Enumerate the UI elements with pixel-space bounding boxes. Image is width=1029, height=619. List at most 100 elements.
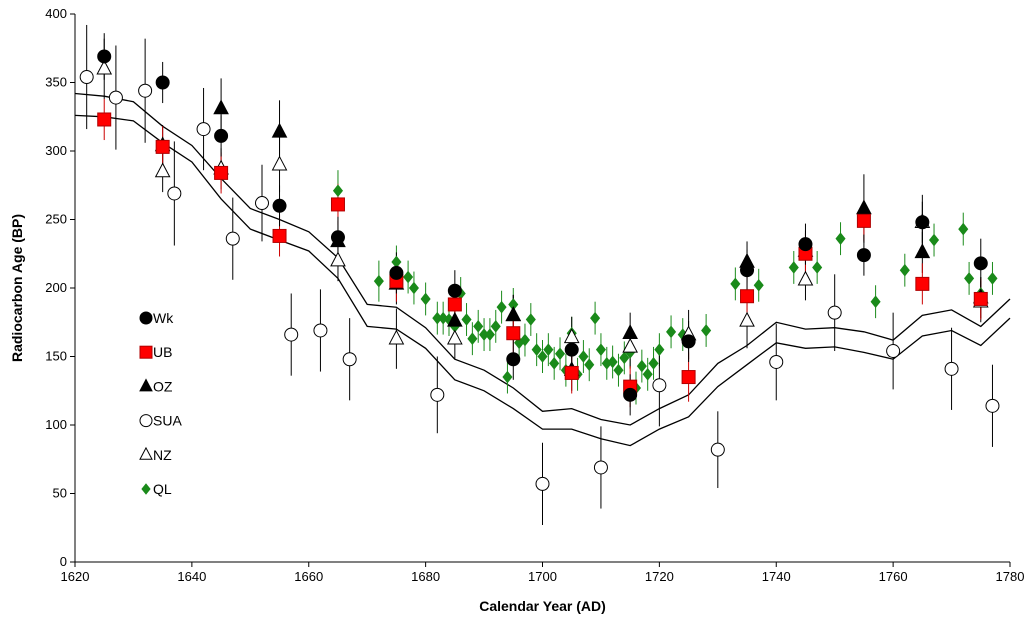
y-tick-label: 400	[45, 6, 67, 21]
y-tick-label: 300	[45, 143, 67, 158]
data-point-oz	[856, 199, 872, 215]
data-point-ql	[964, 272, 975, 285]
data-point-ql	[549, 357, 560, 370]
data-point-ql	[467, 332, 478, 345]
data-point-ub	[681, 370, 696, 385]
data-point-ub	[97, 112, 112, 127]
data-point-ql	[373, 274, 384, 288]
data-point-wk	[973, 256, 988, 271]
data-point-sua	[255, 196, 269, 211]
legend-marker-ub	[139, 345, 153, 359]
data-point-ql	[899, 263, 910, 277]
data-points	[79, 49, 1000, 491]
data-point-wk	[389, 265, 404, 280]
data-point-ub	[973, 291, 988, 306]
x-tick-label: 1700	[528, 569, 557, 584]
data-point-nz	[739, 311, 755, 327]
data-point-oz	[622, 324, 638, 339]
y-tick-label: 100	[45, 417, 67, 432]
x-axis-title: Calendar Year (AD)	[479, 598, 606, 614]
data-point-ql	[554, 347, 566, 361]
legend-label-oz: OZ	[153, 378, 173, 394]
data-point-sua	[196, 122, 211, 137]
data-point-sua	[769, 354, 784, 369]
data-point-ub	[272, 228, 287, 243]
data-point-sua	[430, 387, 445, 402]
x-tick-label: 1640	[177, 569, 206, 584]
data-point-ql	[666, 325, 677, 339]
data-point-sua	[985, 398, 1000, 413]
data-point-nz	[797, 270, 814, 286]
data-point-ub	[740, 289, 755, 304]
legend-marker-nz	[139, 446, 153, 460]
data-point-sua	[225, 231, 240, 246]
data-point-sua	[827, 305, 842, 320]
x-tick-label: 1760	[879, 569, 908, 584]
data-point-oz	[213, 99, 229, 115]
y-tick-label: 50	[53, 486, 67, 501]
data-point-ql	[870, 295, 881, 309]
data-point-ql	[420, 292, 431, 306]
data-point-nz	[96, 59, 113, 75]
data-point-ub	[564, 365, 579, 380]
data-point-ql	[490, 320, 501, 333]
data-point-ql	[613, 363, 624, 377]
x-tick-label: 1780	[996, 569, 1025, 584]
data-point-sua	[79, 70, 94, 85]
data-point-sua	[313, 323, 328, 338]
x-tick-label: 1660	[294, 569, 323, 584]
data-point-ql	[730, 277, 741, 291]
data-point-ql	[835, 232, 846, 245]
data-point-nz	[563, 328, 580, 344]
calibration-curve	[74, 92, 1011, 447]
data-point-ub	[447, 297, 462, 312]
data-point-wk	[623, 387, 638, 402]
data-point-ub	[915, 276, 930, 291]
data-point-ql	[537, 350, 548, 363]
data-point-ql	[578, 350, 589, 363]
data-point-ql	[502, 370, 513, 384]
data-point-ql	[391, 255, 402, 269]
data-point-ql	[619, 351, 630, 365]
data-point-ql	[461, 313, 472, 326]
data-point-sua	[886, 344, 901, 359]
data-point-wk	[856, 248, 871, 263]
data-point-wk	[740, 263, 755, 278]
data-point-sua	[710, 442, 725, 457]
data-point-nz	[330, 251, 346, 267]
data-point-nz	[271, 155, 288, 171]
data-point-ql	[812, 261, 823, 274]
legend-label-wk: Wk	[153, 310, 174, 326]
data-point-ub	[155, 139, 170, 154]
data-point-wk	[330, 230, 345, 245]
data-point-sua	[108, 90, 123, 105]
data-point-ub	[214, 165, 229, 180]
data-point-ql	[403, 270, 414, 284]
data-point-nz	[388, 329, 405, 345]
data-point-ql	[531, 343, 542, 356]
data-point-oz	[271, 122, 288, 138]
calibration-curve-lower	[74, 114, 1011, 447]
data-point-ql	[636, 359, 647, 373]
data-point-oz	[914, 243, 931, 259]
data-point-ql	[648, 357, 659, 370]
data-point-ql	[543, 343, 554, 356]
data-point-ub	[506, 326, 521, 341]
data-point-wk	[681, 334, 696, 349]
legend-label-nz: NZ	[153, 447, 172, 463]
data-point-ql	[642, 368, 653, 381]
axes	[70, 13, 1011, 567]
data-point-ql	[595, 343, 606, 356]
x-tick-label: 1680	[411, 569, 440, 584]
data-point-sua	[284, 327, 299, 342]
x-tick-label: 1720	[645, 569, 674, 584]
data-point-ql	[332, 184, 344, 198]
legend-label-ql: QL	[153, 481, 172, 497]
data-point-wk	[214, 128, 229, 143]
data-point-sua	[652, 378, 667, 393]
data-point-sua	[593, 460, 608, 475]
data-point-nz	[447, 329, 463, 345]
y-tick-label: 350	[45, 75, 67, 90]
data-point-ub	[330, 197, 345, 212]
